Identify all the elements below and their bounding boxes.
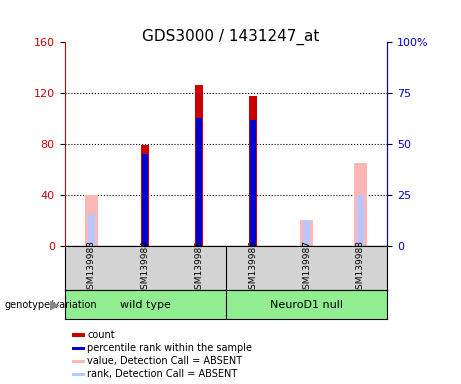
Bar — [88, 214, 95, 246]
Text: genotype/variation: genotype/variation — [5, 300, 97, 310]
FancyBboxPatch shape — [72, 359, 85, 363]
Text: GSM139986: GSM139986 — [248, 240, 257, 295]
Text: GSM139988: GSM139988 — [356, 240, 365, 295]
Bar — [249, 96, 257, 246]
Text: rank, Detection Call = ABSENT: rank, Detection Call = ABSENT — [88, 369, 238, 379]
Text: GSM139984: GSM139984 — [141, 240, 150, 295]
Text: ▶: ▶ — [50, 298, 60, 311]
Bar — [250, 119, 255, 246]
FancyBboxPatch shape — [72, 346, 85, 350]
Text: percentile rank within the sample: percentile rank within the sample — [88, 343, 253, 353]
Bar — [141, 145, 149, 246]
Bar — [85, 195, 98, 246]
FancyBboxPatch shape — [72, 333, 85, 337]
Text: wild type: wild type — [120, 300, 171, 310]
Text: value, Detection Call = ABSENT: value, Detection Call = ABSENT — [88, 356, 242, 366]
Bar — [300, 220, 313, 246]
Text: GSM139987: GSM139987 — [302, 240, 311, 295]
Bar — [195, 86, 203, 246]
Bar — [303, 220, 310, 246]
Bar — [142, 154, 148, 246]
Text: NeuroD1 null: NeuroD1 null — [270, 300, 343, 310]
Text: count: count — [88, 330, 115, 340]
Text: GSM139985: GSM139985 — [195, 240, 203, 295]
Bar — [354, 163, 367, 246]
Text: GSM139983: GSM139983 — [87, 240, 96, 295]
FancyBboxPatch shape — [72, 373, 85, 376]
Bar — [196, 118, 202, 246]
Text: GDS3000 / 1431247_at: GDS3000 / 1431247_at — [142, 29, 319, 45]
Bar — [357, 195, 364, 246]
